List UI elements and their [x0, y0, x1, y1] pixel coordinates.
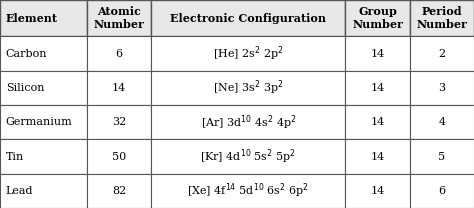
Bar [0, 0, 87, 36]
Bar [87, 105, 151, 139]
Text: 82: 82 [112, 186, 127, 196]
Text: 2: 2 [438, 48, 446, 59]
Text: 4: 4 [438, 117, 446, 127]
Bar [151, 0, 346, 36]
Bar [410, 174, 474, 208]
Bar [87, 71, 151, 105]
Text: [He] 2s$^2$ 2p$^2$: [He] 2s$^2$ 2p$^2$ [213, 44, 284, 63]
Bar [87, 36, 151, 71]
Text: 50: 50 [112, 151, 127, 162]
Text: 6: 6 [116, 48, 123, 59]
Text: Germanium: Germanium [6, 117, 73, 127]
Bar [346, 174, 410, 208]
Bar [0, 105, 87, 139]
Bar [151, 105, 346, 139]
Text: Atomic
Number: Atomic Number [94, 6, 145, 30]
Bar [0, 139, 87, 174]
Bar [151, 174, 346, 208]
Text: [Ne] 3s$^2$ 3p$^2$: [Ne] 3s$^2$ 3p$^2$ [213, 79, 284, 97]
Bar [410, 71, 474, 105]
Text: 14: 14 [370, 117, 384, 127]
Text: 14: 14 [370, 151, 384, 162]
Bar [346, 36, 410, 71]
Bar [346, 105, 410, 139]
Text: [Xe] 4f$^{14}$ 5d$^{10}$ 6s$^2$ 6p$^2$: [Xe] 4f$^{14}$ 5d$^{10}$ 6s$^2$ 6p$^2$ [187, 182, 310, 200]
Bar [346, 71, 410, 105]
Text: 14: 14 [370, 186, 384, 196]
Text: Period
Number: Period Number [416, 6, 467, 30]
Text: 6: 6 [438, 186, 446, 196]
Text: Carbon: Carbon [6, 48, 47, 59]
Bar [410, 139, 474, 174]
Text: 14: 14 [370, 83, 384, 93]
Text: [Ar] 3d$^{10}$ 4s$^2$ 4p$^2$: [Ar] 3d$^{10}$ 4s$^2$ 4p$^2$ [201, 113, 296, 131]
Bar [151, 71, 346, 105]
Text: Silicon: Silicon [6, 83, 44, 93]
Bar [87, 139, 151, 174]
Text: 32: 32 [112, 117, 127, 127]
Bar [0, 36, 87, 71]
Bar [151, 139, 346, 174]
Bar [410, 105, 474, 139]
Bar [410, 0, 474, 36]
Bar [0, 71, 87, 105]
Text: [Kr] 4d$^{10}$ 5s$^2$ 5p$^2$: [Kr] 4d$^{10}$ 5s$^2$ 5p$^2$ [201, 147, 296, 166]
Bar [87, 0, 151, 36]
Text: 3: 3 [438, 83, 446, 93]
Text: Electronic Configuration: Electronic Configuration [170, 13, 327, 24]
Bar [87, 174, 151, 208]
Bar [0, 174, 87, 208]
Text: 14: 14 [112, 83, 127, 93]
Text: Element: Element [6, 13, 58, 24]
Bar [410, 36, 474, 71]
Text: 14: 14 [370, 48, 384, 59]
Text: Group
Number: Group Number [352, 6, 403, 30]
Text: 5: 5 [438, 151, 446, 162]
Text: Lead: Lead [6, 186, 33, 196]
Text: Tin: Tin [6, 151, 24, 162]
Bar [151, 36, 346, 71]
Bar [346, 139, 410, 174]
Bar [346, 0, 410, 36]
